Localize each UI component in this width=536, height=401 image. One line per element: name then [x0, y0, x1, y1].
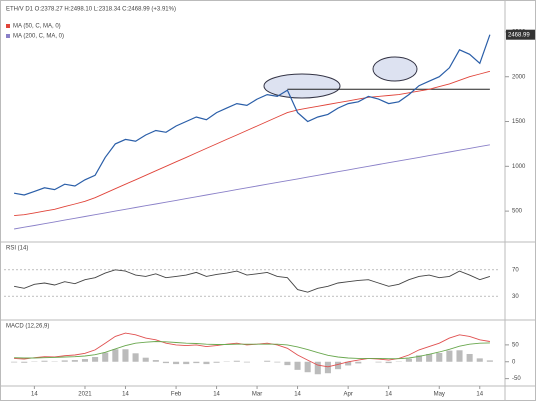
histogram-bar — [345, 361, 352, 366]
legend-label: MA (50, C, MA, 0) — [13, 24, 61, 30]
x-tick-label: 14 — [31, 392, 38, 398]
histogram-bar — [264, 360, 271, 362]
histogram-bar — [436, 352, 443, 362]
histogram-bar — [233, 360, 240, 362]
histogram-bar — [92, 357, 99, 362]
histogram-bar — [71, 360, 78, 362]
price-tag-bg — [506, 29, 535, 40]
highlight-ellipse — [263, 73, 341, 99]
histogram-bar — [324, 361, 331, 374]
series-line — [14, 269, 491, 293]
x-tick-label: 14 — [122, 392, 129, 398]
histogram-bar — [314, 361, 321, 375]
legend-label: MA (200, C, MA, 0) — [13, 34, 64, 40]
x-tick-label: 2021 — [78, 392, 92, 398]
histogram-bar — [183, 361, 190, 365]
y-tick-label: 500 — [512, 209, 523, 215]
histogram-bar — [213, 361, 220, 363]
series-line — [13, 34, 491, 196]
x-tick-label: Mar — [252, 392, 262, 398]
histogram-bar — [446, 350, 453, 362]
histogram-bar — [294, 361, 301, 370]
histogram-bar — [122, 349, 129, 362]
panel-title: ETH/V D1 O:2378.27 H:2498.10 L:2318.34 C… — [6, 7, 176, 13]
histogram-bar — [426, 353, 433, 362]
y-tick-label: 50 — [512, 342, 519, 348]
histogram-bar — [375, 361, 382, 363]
histogram-bar — [415, 355, 423, 362]
y-tick-label: 0 — [512, 359, 516, 365]
histogram-bar — [335, 361, 342, 370]
histogram-bar — [193, 361, 200, 364]
histogram-bar — [102, 352, 109, 362]
histogram-bar — [142, 357, 149, 362]
y-tick-label: 2000 — [512, 74, 526, 80]
histogram-bar — [203, 361, 210, 365]
histogram-bar — [284, 361, 291, 366]
y-tick-label: 30 — [512, 294, 519, 300]
y-tick-label: 1500 — [512, 119, 526, 125]
histogram-bar — [132, 353, 139, 362]
histogram-bar — [11, 361, 18, 363]
histogram-bar — [152, 360, 159, 362]
histogram-bar — [456, 350, 463, 362]
histogram-bar — [243, 361, 250, 363]
histogram-bar — [405, 358, 412, 362]
histogram-bar — [274, 361, 281, 363]
panel-title: RSI (14) — [6, 246, 28, 252]
histogram-bar — [41, 360, 48, 362]
histogram-bar — [81, 359, 89, 362]
highlight-ellipse — [372, 56, 418, 82]
histogram-bar — [355, 361, 362, 364]
x-tick-label: 14 — [213, 392, 220, 398]
y-tick-label: -50 — [512, 376, 521, 382]
histogram-bar — [304, 361, 311, 373]
price-tag: 2468.99 — [508, 32, 530, 38]
histogram-bar — [466, 353, 473, 362]
histogram-bar — [61, 360, 68, 362]
histogram-bar — [112, 349, 119, 362]
series-line — [14, 144, 490, 230]
x-tick-label: Apr — [343, 392, 352, 398]
legend-swatch — [6, 24, 10, 28]
x-tick-label: May — [434, 392, 445, 398]
histogram-bar — [476, 358, 483, 362]
y-tick-label: 1000 — [512, 164, 526, 170]
x-tick-label: 14 — [476, 392, 483, 398]
x-tick-label: 14 — [385, 392, 392, 398]
histogram-bar — [162, 361, 169, 364]
histogram-bar — [21, 361, 28, 363]
x-tick-label: Feb — [171, 392, 182, 398]
y-tick-label: 70 — [512, 267, 519, 273]
legend-swatch — [6, 34, 10, 38]
histogram-bar — [173, 361, 180, 365]
panel-title: MACD (12,26,9) — [6, 324, 49, 330]
series-line — [14, 341, 490, 360]
x-tick-label: 14 — [294, 392, 301, 398]
histogram-bar — [385, 361, 392, 364]
histogram-bar — [486, 360, 493, 362]
